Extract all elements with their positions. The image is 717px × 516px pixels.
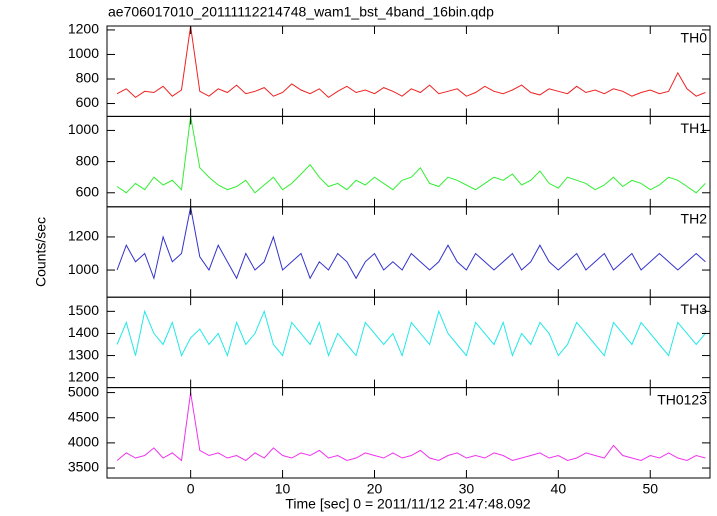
panel-label: TH3 [681,301,708,317]
y-tick-label: 1200 [68,368,99,384]
y-tick-label: 1000 [68,45,99,61]
y-tick-label: 1300 [68,346,99,362]
light-curve [116,392,706,462]
y-tick-label: 5000 [68,383,99,399]
light-curve [116,207,706,281]
y-tick-label: 800 [76,70,100,86]
x-tick-label: 40 [551,481,567,497]
y-tick-label: 1000 [68,261,99,277]
y-tick-label: 600 [76,183,100,199]
chart-title: ae706017010_20111112214748_wam1_bst_4ban… [108,4,494,20]
panel-frame [106,206,711,298]
y-axis-label: Counts/sec [33,217,49,287]
panel-label: TH2 [681,211,708,227]
y-tick-label: 4500 [68,408,99,424]
panel-frame [106,115,711,208]
x-axis-label: Time [sec] 0 = 2011/11/12 21:47:48.092 [285,496,531,512]
light-curve [116,116,706,194]
panel-frame [106,296,711,389]
y-tick-label: 3500 [68,459,99,475]
light-curve [116,309,706,358]
panel-label: TH1 [681,120,708,136]
y-tick-label: 4000 [68,434,99,450]
y-tick-label: 600 [76,94,100,110]
x-tick-label: 10 [275,481,291,497]
light-curve [116,26,706,99]
panel-label: TH0 [681,30,708,46]
x-tick-label: 30 [459,481,475,497]
y-tick-label: 800 [76,152,100,168]
y-tick-label: 1200 [68,228,99,244]
y-tick-label: 1400 [68,324,99,340]
panel-label: TH0123 [657,391,707,407]
x-tick-label: 0 [187,481,195,497]
y-tick-label: 1200 [68,21,99,37]
x-tick-label: 50 [642,481,658,497]
panel-frame [106,387,711,479]
x-tick-label: 20 [367,481,383,497]
y-tick-label: 1000 [68,121,99,137]
y-tick-label: 1500 [68,302,99,318]
